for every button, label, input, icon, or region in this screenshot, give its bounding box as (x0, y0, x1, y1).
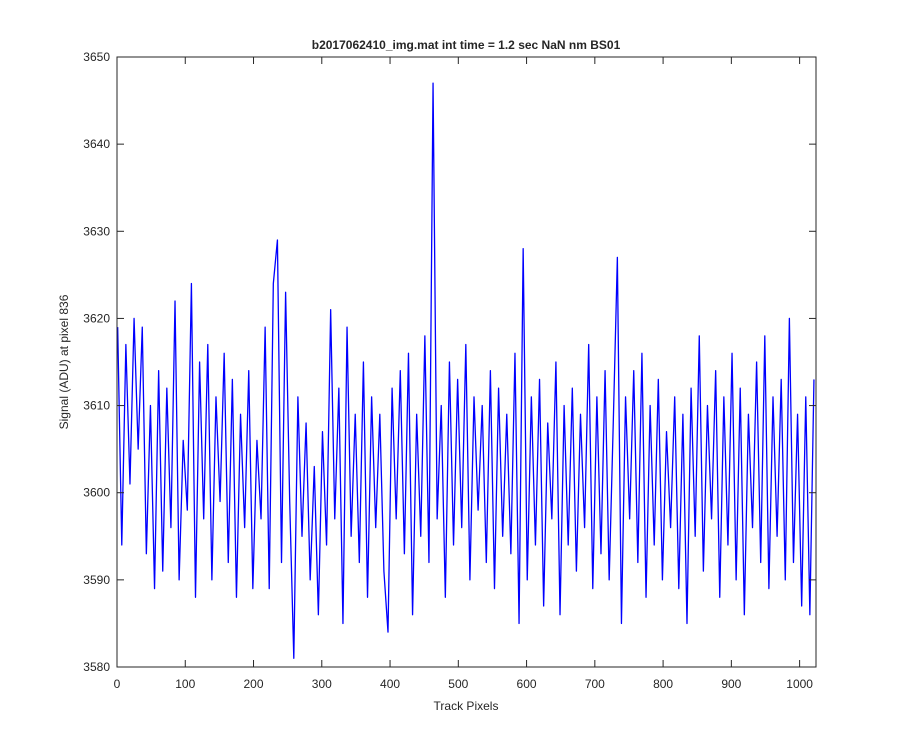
x-tick-label: 500 (448, 677, 468, 691)
x-tick-label: 600 (517, 677, 537, 691)
y-tick-label: 3600 (83, 486, 110, 500)
y-tick-label: 3610 (83, 399, 110, 413)
x-tick-label: 400 (380, 677, 400, 691)
y-tick-label: 3590 (83, 573, 110, 587)
y-tick-label: 3640 (83, 137, 110, 151)
x-tick-label: 1000 (786, 677, 813, 691)
x-axis-label: Track Pixels (434, 699, 499, 713)
chart-title: b2017062410_img.mat int time = 1.2 sec N… (312, 38, 621, 52)
x-tick-label: 0 (114, 677, 121, 691)
y-tick-label: 3580 (83, 660, 110, 674)
y-tick-label: 3650 (83, 50, 110, 64)
y-tick-label: 3630 (83, 224, 110, 238)
plot-frame (116, 56, 817, 668)
x-tick-label: 300 (312, 677, 332, 691)
x-tick-label: 800 (653, 677, 673, 691)
x-tick-label: 700 (585, 677, 605, 691)
y-axis-label: Signal (ADU) at pixel 836 (57, 294, 71, 429)
x-tick-label: 200 (244, 677, 264, 691)
x-tick-label: 900 (721, 677, 741, 691)
data-line (117, 82, 815, 659)
x-tick-label: 100 (175, 677, 195, 691)
y-tick-label: 3620 (83, 311, 110, 325)
